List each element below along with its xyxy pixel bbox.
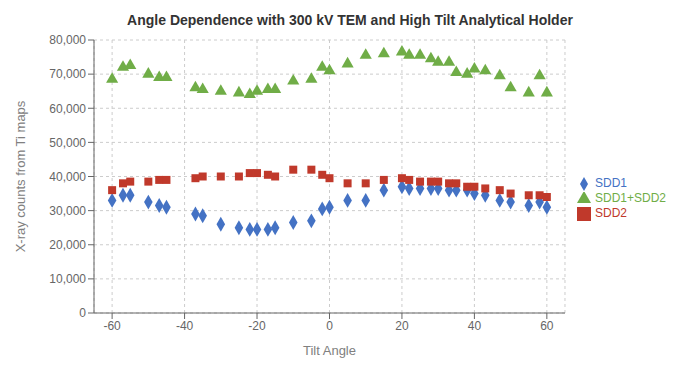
svg-text:70,000: 70,000: [49, 67, 86, 81]
html-text:SDD1: SDD1: [595, 176, 627, 191]
html-text:SDD2: SDD2: [595, 205, 627, 220]
svg-text:20: 20: [395, 319, 409, 333]
svg-text:60,000: 60,000: [49, 102, 86, 116]
svg-text:-60: -60: [103, 319, 121, 333]
svg-text:80,000: 80,000: [49, 33, 86, 47]
svg-text:0: 0: [326, 319, 333, 333]
svg-text:10,000: 10,000: [49, 272, 86, 286]
svg-text:40,000: 40,000: [49, 170, 86, 184]
svg-text:X-ray counts from Ti maps: X-ray counts from Ti maps: [13, 100, 28, 252]
svg-text:50,000: 50,000: [49, 136, 86, 150]
html-text:Angle Dependence with 300 kV T: Angle Dependence with 300 kV TEM and Hig…: [127, 12, 573, 28]
svg-text:Tilt Angle: Tilt Angle: [303, 343, 356, 358]
svg-text:-40: -40: [176, 319, 194, 333]
html-text:SDD1+SDD2: SDD1+SDD2: [595, 191, 666, 206]
svg-text:30,000: 30,000: [49, 204, 86, 218]
svg-text:-20: -20: [248, 319, 266, 333]
svg-text:0: 0: [79, 306, 86, 320]
svg-text:60: 60: [540, 319, 554, 333]
svg-text:20,000: 20,000: [49, 238, 86, 252]
svg-text:40: 40: [468, 319, 482, 333]
